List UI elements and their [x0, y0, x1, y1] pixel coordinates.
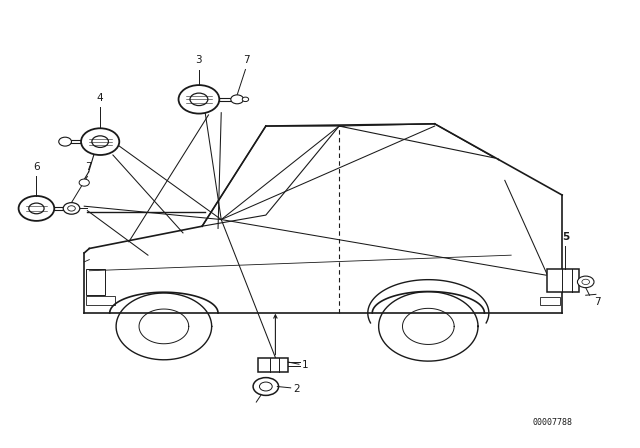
Text: 2: 2 — [293, 384, 300, 394]
Circle shape — [19, 196, 54, 221]
Bar — [540, 297, 560, 305]
Circle shape — [243, 97, 248, 102]
Text: 7: 7 — [85, 162, 92, 172]
Text: 00007788: 00007788 — [532, 418, 573, 426]
Circle shape — [231, 95, 244, 104]
Text: 7: 7 — [594, 297, 600, 307]
Circle shape — [59, 137, 72, 146]
Bar — [86, 268, 105, 295]
Circle shape — [253, 378, 278, 396]
Circle shape — [190, 93, 208, 106]
Circle shape — [92, 136, 108, 147]
Bar — [257, 358, 288, 372]
Text: 1: 1 — [302, 360, 308, 370]
Circle shape — [81, 128, 119, 155]
Circle shape — [63, 202, 80, 214]
Text: 3: 3 — [196, 55, 202, 65]
Circle shape — [79, 179, 90, 186]
Bar — [547, 269, 579, 292]
Text: 5: 5 — [562, 232, 569, 242]
Text: 4: 4 — [97, 93, 104, 103]
Circle shape — [577, 276, 594, 288]
Circle shape — [29, 203, 44, 214]
Circle shape — [179, 85, 220, 114]
Bar — [86, 296, 115, 305]
Text: 6: 6 — [33, 162, 40, 172]
Text: 7: 7 — [243, 55, 250, 65]
